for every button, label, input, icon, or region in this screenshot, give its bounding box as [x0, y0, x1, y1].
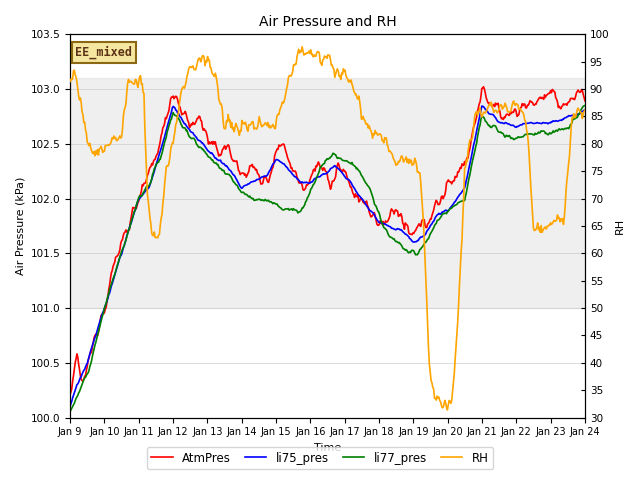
- li75_pres: [157, 145, 165, 151]
- AtmPres: [299, 187, 307, 192]
- li75_pres: [370, 211, 378, 216]
- AtmPres: [479, 84, 487, 90]
- li75_pres: [198, 140, 206, 146]
- RH: [66, 79, 74, 84]
- AtmPres: [157, 132, 165, 138]
- Text: EE_mixed: EE_mixed: [75, 46, 132, 59]
- li77_pres: [370, 197, 378, 203]
- RH: [411, 156, 419, 161]
- Legend: AtmPres, li75_pres, li77_pres, RH: AtmPres, li75_pres, li77_pres, RH: [147, 447, 493, 469]
- li77_pres: [410, 248, 418, 254]
- RH: [581, 107, 589, 113]
- AtmPres: [581, 98, 589, 104]
- AtmPres: [370, 212, 378, 217]
- RH: [300, 52, 308, 58]
- AtmPres: [66, 393, 74, 398]
- RH: [157, 216, 165, 221]
- li77_pres: [157, 153, 165, 159]
- Title: Air Pressure and RH: Air Pressure and RH: [259, 15, 396, 29]
- AtmPres: [410, 230, 418, 236]
- Line: AtmPres: AtmPres: [70, 87, 585, 396]
- RH: [444, 407, 451, 413]
- li75_pres: [478, 103, 486, 109]
- li75_pres: [66, 404, 74, 409]
- li75_pres: [454, 194, 461, 200]
- RH: [371, 132, 378, 138]
- Y-axis label: RH: RH: [615, 218, 625, 234]
- li77_pres: [198, 146, 206, 152]
- Line: RH: RH: [70, 47, 585, 410]
- Line: li75_pres: li75_pres: [70, 106, 585, 407]
- RH: [298, 44, 306, 49]
- Y-axis label: Air Pressure (kPa): Air Pressure (kPa): [15, 177, 25, 275]
- li77_pres: [581, 103, 589, 108]
- X-axis label: Time: Time: [314, 443, 341, 453]
- li77_pres: [66, 409, 74, 415]
- li75_pres: [410, 239, 418, 245]
- RH: [198, 53, 206, 59]
- li77_pres: [454, 200, 461, 206]
- li77_pres: [299, 205, 307, 211]
- Bar: [70, 78, 585, 308]
- AtmPres: [198, 124, 206, 130]
- RH: [456, 282, 463, 288]
- li75_pres: [299, 180, 307, 186]
- li75_pres: [581, 107, 589, 113]
- Line: li77_pres: li77_pres: [70, 106, 585, 412]
- AtmPres: [454, 169, 461, 175]
